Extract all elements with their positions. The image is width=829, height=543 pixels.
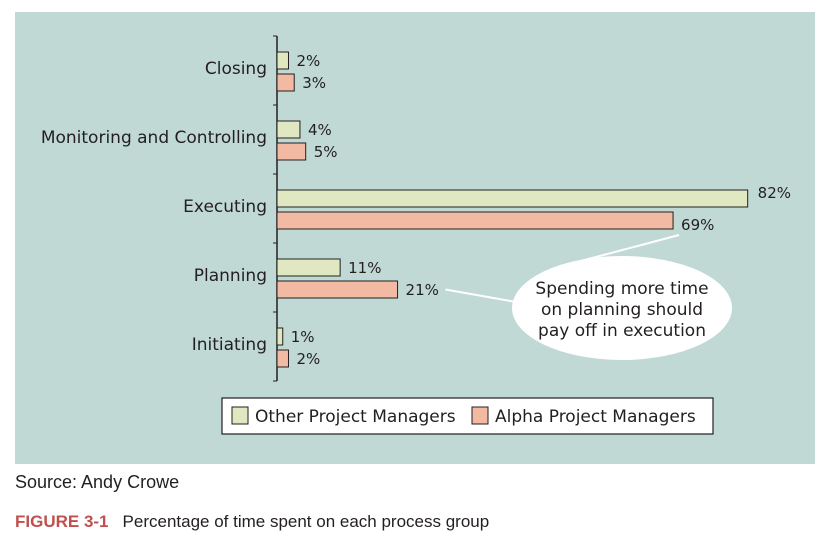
data-label-alpha-project-managers-initiating: 2% [296,350,320,368]
bar-alpha-project-managers-executing [276,211,674,230]
data-label-alpha-project-managers-planning: 21% [406,281,439,299]
data-label-other-project-managers-initiating: 1% [291,328,315,346]
bar-other-project-managers-initiating [276,327,284,346]
bar-other-project-managers-planning [276,258,341,277]
data-label-other-project-managers-executing: 82% [758,184,791,202]
callout-pointer-planning [445,288,517,303]
bar-alpha-project-managers-closing [276,73,295,92]
legend-swatch-alpha-project-managers [471,406,489,425]
category-label-planning: Planning [194,266,267,286]
data-label-other-project-managers-monitoring-and-controlling: 4% [308,121,332,139]
category-label-initiating: Initiating [192,335,267,355]
data-label-alpha-project-managers-executing: 69% [681,216,714,234]
figure-caption: FIGURE 3-1 Percentage of time spent on ea… [15,512,489,532]
bar-chart: Closing 2% 3% Monitoring and Controlling 4% 5… [41,35,791,435]
category-label-monitoring-and-controlling: Monitoring and Controlling [41,128,267,148]
callout-text-line: Spending more time [535,279,708,299]
bar-alpha-project-managers-planning [276,280,399,299]
bar-other-project-managers-monitoring-and-controlling [276,120,301,139]
figure-caption-text: Percentage of time spent on each process… [122,512,490,531]
data-label-other-project-managers-planning: 11% [348,259,381,277]
data-label-alpha-project-managers-monitoring-and-controlling: 5% [314,143,338,161]
legend-label-other-project-managers: Other Project Managers [255,407,456,427]
source-note: Source: Andy Crowe [15,472,180,492]
legend-box [221,397,714,435]
category-label-closing: Closing [205,59,267,79]
legend-swatch-other-project-managers [231,406,249,425]
bar-other-project-managers-closing [276,51,289,70]
data-label-alpha-project-managers-closing: 3% [302,74,326,92]
category-label-executing: Executing [183,197,267,217]
callout-text-line: on planning should [541,300,703,320]
bar-alpha-project-managers-initiating [276,349,289,368]
legend-label-alpha-project-managers: Alpha Project Managers [495,407,696,427]
figure-number: FIGURE 3-1 [15,512,109,531]
bar-other-project-managers-executing [276,189,749,208]
chart-panel: Closing 2% 3% Monitoring and Controlling 4% 5… [15,12,815,464]
data-label-other-project-managers-closing: 2% [296,52,320,70]
callout-bubble [512,256,732,360]
callout-text-line: pay off in execution [538,321,706,341]
callout-pointer-executing [576,234,680,263]
bar-alpha-project-managers-monitoring-and-controlling [276,142,307,161]
